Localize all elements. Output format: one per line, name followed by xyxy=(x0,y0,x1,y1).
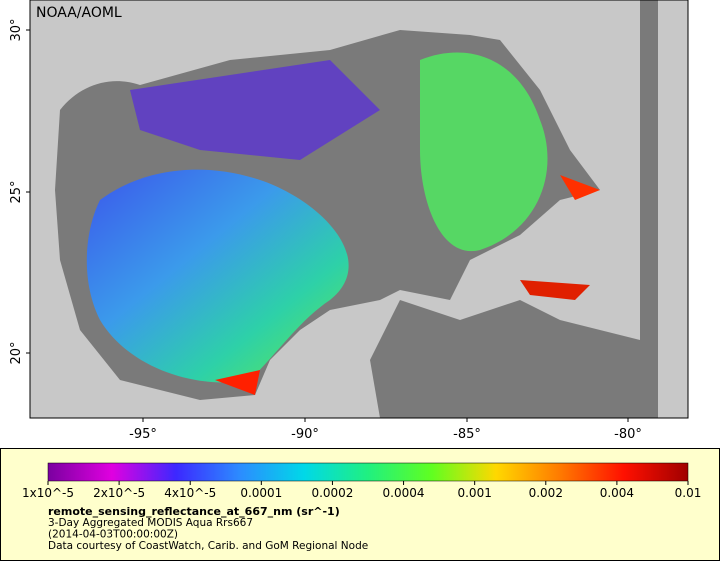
legend-line: Data courtesy of CoastWatch, Carib. and … xyxy=(48,540,368,552)
lat-label: 20° xyxy=(9,341,24,364)
reflectance-coast xyxy=(215,370,260,395)
lon-label: -95° xyxy=(129,427,157,442)
colorbar-label: 0.01 xyxy=(675,486,702,500)
lon-label: -80° xyxy=(614,427,642,442)
reflectance-north xyxy=(130,60,380,160)
lon-label: -85° xyxy=(453,427,481,442)
legend-title: remote_sensing_reflectance_at_667_nm (sr… xyxy=(48,505,340,518)
colorbar-label: 0.0002 xyxy=(311,486,353,500)
colorbar-label: 1x10^-5 xyxy=(22,486,74,500)
legend-line: (2014-04-03T00:00:00Z) xyxy=(48,529,178,541)
lat-label: 30° xyxy=(9,18,24,41)
lon-label: -90° xyxy=(291,427,319,442)
colorbar-label: 0.001 xyxy=(457,486,491,500)
reflectance-east xyxy=(420,52,548,252)
map: NOAA/AOML xyxy=(29,0,689,419)
lat-label: 25° xyxy=(9,180,24,203)
legend-line: 3-Day Aggregated MODIS Aqua Rrs667 xyxy=(48,517,253,529)
colorbar-label: 4x10^-5 xyxy=(164,486,216,500)
colorbar-label: 2x10^-5 xyxy=(93,486,145,500)
colorbar xyxy=(47,462,689,482)
colorbar-label: 0.002 xyxy=(529,486,563,500)
reflectance-coast xyxy=(560,175,600,200)
reflectance-west xyxy=(86,169,349,383)
reflectance-coast xyxy=(520,280,590,300)
atlantic xyxy=(640,0,658,418)
colorbar-label: 0.0001 xyxy=(240,486,282,500)
colorbar-label: 0.0004 xyxy=(383,486,425,500)
watermark: NOAA/AOML xyxy=(36,5,122,21)
caribbean xyxy=(370,300,658,418)
map-frame xyxy=(29,0,689,419)
colorbar-label: 0.004 xyxy=(600,486,634,500)
